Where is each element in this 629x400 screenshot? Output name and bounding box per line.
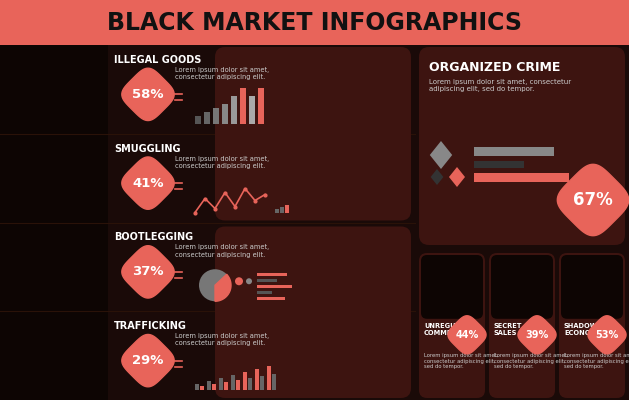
Bar: [474, 147, 554, 156]
Bar: [0, 222, 108, 311]
Bar: [257, 291, 272, 294]
Bar: [200, 386, 204, 390]
Bar: [219, 378, 223, 390]
Circle shape: [246, 278, 252, 284]
Polygon shape: [449, 167, 465, 187]
Bar: [275, 208, 279, 212]
Bar: [231, 96, 237, 124]
Bar: [248, 378, 252, 390]
Bar: [285, 204, 289, 212]
Polygon shape: [557, 164, 628, 236]
Bar: [0, 311, 108, 400]
Text: 37%: 37%: [132, 265, 164, 278]
Bar: [0, 134, 108, 222]
Polygon shape: [122, 157, 174, 209]
Text: SHADOW
ECONOMY: SHADOW ECONOMY: [564, 323, 602, 336]
Text: Lorem ipsum dolor sit amet,
consectetur adipiscing elit,
sed do tempor.: Lorem ipsum dolor sit amet, consectetur …: [564, 353, 629, 370]
Bar: [243, 372, 247, 390]
FancyBboxPatch shape: [419, 253, 485, 398]
Bar: [0, 45, 108, 134]
Text: Lorem ipsum dolor sit amet, consectetur
adipiscing elit, sed do tempor.: Lorem ipsum dolor sit amet, consectetur …: [429, 79, 571, 92]
Text: Lorem ipsum dolor sit amet,
consectetur adipiscing elit.: Lorem ipsum dolor sit amet, consectetur …: [175, 244, 269, 258]
Text: SMUGGLING: SMUGGLING: [114, 144, 181, 154]
Bar: [257, 285, 292, 288]
Text: 53%: 53%: [596, 330, 619, 340]
FancyBboxPatch shape: [489, 253, 555, 398]
Bar: [258, 88, 264, 124]
Polygon shape: [122, 334, 174, 387]
Text: 67%: 67%: [573, 191, 613, 209]
Text: SECRET
SALES: SECRET SALES: [494, 323, 523, 336]
Polygon shape: [588, 316, 626, 354]
Polygon shape: [448, 316, 486, 354]
Bar: [204, 112, 210, 124]
Bar: [222, 104, 228, 124]
FancyBboxPatch shape: [491, 255, 553, 319]
Bar: [255, 369, 259, 390]
Text: BOOTLEGGING: BOOTLEGGING: [114, 232, 193, 242]
Text: BLACK MARKET INFOGRAPHICS: BLACK MARKET INFOGRAPHICS: [107, 10, 522, 34]
Text: TRAFFICKING: TRAFFICKING: [114, 321, 187, 331]
Polygon shape: [215, 274, 231, 301]
Bar: [195, 116, 201, 124]
Bar: [257, 273, 287, 276]
Text: 29%: 29%: [132, 354, 164, 367]
Text: ORGANIZED CRIME: ORGANIZED CRIME: [429, 61, 560, 74]
Polygon shape: [122, 246, 174, 298]
Bar: [474, 173, 569, 182]
Polygon shape: [122, 68, 174, 120]
Bar: [249, 96, 255, 124]
Text: 58%: 58%: [132, 88, 164, 101]
FancyBboxPatch shape: [561, 255, 623, 319]
Bar: [195, 384, 199, 390]
FancyBboxPatch shape: [559, 253, 625, 398]
Bar: [260, 376, 264, 390]
Bar: [257, 297, 285, 300]
Circle shape: [199, 269, 231, 301]
Bar: [207, 381, 211, 390]
FancyBboxPatch shape: [421, 255, 483, 319]
Text: Lorem ipsum dolor sit amet,
consectetur adipiscing elit,
sed do tempor.: Lorem ipsum dolor sit amet, consectetur …: [424, 353, 499, 370]
Bar: [213, 108, 219, 124]
Bar: [236, 380, 240, 390]
Bar: [272, 374, 276, 390]
Text: 39%: 39%: [525, 330, 548, 340]
Bar: [267, 366, 271, 390]
FancyBboxPatch shape: [215, 226, 411, 398]
Text: 41%: 41%: [132, 177, 164, 190]
Bar: [0, 0, 629, 45]
Bar: [231, 375, 235, 390]
Text: Lorem ipsum dolor sit amet,
consectetur adipiscing elit.: Lorem ipsum dolor sit amet, consectetur …: [175, 333, 269, 346]
Text: 44%: 44%: [455, 330, 479, 340]
Text: Lorem ipsum dolor sit amet,
consectetur adipiscing elit,
sed do tempor.: Lorem ipsum dolor sit amet, consectetur …: [494, 353, 569, 370]
Bar: [240, 88, 246, 124]
Text: Lorem ipsum dolor sit amet,
consectetur adipiscing elit.: Lorem ipsum dolor sit amet, consectetur …: [175, 156, 269, 169]
Bar: [224, 382, 228, 390]
Text: Lorem ipsum dolor sit amet,
consectetur adipiscing elit.: Lorem ipsum dolor sit amet, consectetur …: [175, 67, 269, 80]
Polygon shape: [518, 316, 556, 354]
Bar: [212, 384, 216, 390]
Text: ILLEGAL GOODS: ILLEGAL GOODS: [114, 55, 201, 65]
Polygon shape: [431, 169, 443, 185]
Polygon shape: [430, 141, 452, 169]
Circle shape: [235, 277, 243, 285]
Bar: [474, 161, 524, 168]
Text: UNREGULATED
COMMERCE: UNREGULATED COMMERCE: [424, 323, 479, 336]
FancyBboxPatch shape: [419, 47, 625, 245]
Bar: [280, 206, 284, 212]
FancyBboxPatch shape: [215, 47, 411, 220]
Bar: [257, 279, 277, 282]
